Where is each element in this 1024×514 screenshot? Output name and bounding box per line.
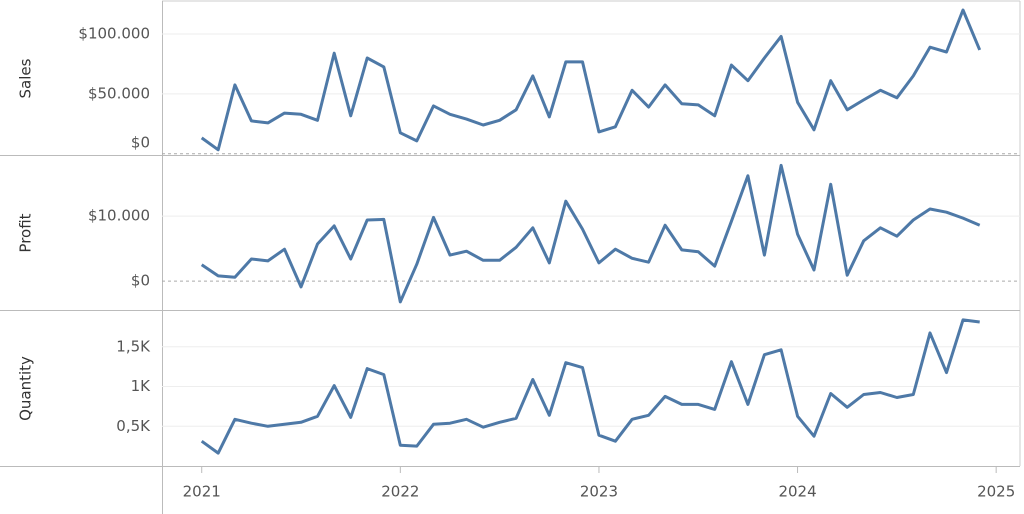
x-tick-label: 2023	[580, 483, 618, 501]
pane-label: Quantity	[17, 356, 35, 421]
line-series	[200, 8, 982, 152]
y-tick-label: $10.000	[88, 207, 150, 225]
x-tick-label: 2021	[183, 483, 221, 501]
line-series	[200, 318, 980, 455]
pane-label: Sales	[17, 58, 35, 98]
y-tick-label: 1,5K	[116, 337, 151, 355]
x-tick-label: 2025	[977, 483, 1015, 501]
x-tick-label: 2022	[381, 483, 419, 501]
line-series	[200, 163, 981, 304]
x-tick-label: 2024	[778, 483, 816, 501]
y-tick-label: 1K	[131, 377, 152, 395]
y-tick-label: $0	[131, 272, 150, 290]
y-tick-label: $50.000	[88, 84, 150, 102]
y-tick-label: 0,5K	[116, 417, 151, 435]
y-tick-label: $0	[131, 134, 150, 152]
y-tick-label: $100.000	[78, 24, 150, 42]
pane-label: Profit	[17, 213, 35, 252]
